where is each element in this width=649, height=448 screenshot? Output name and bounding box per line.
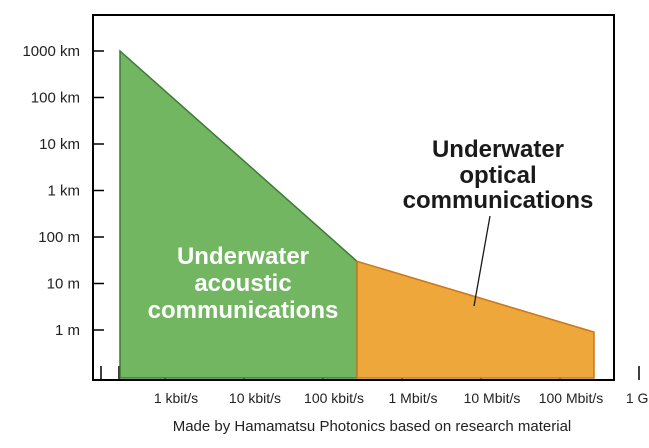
y-tick-label: 1 m [55,322,80,339]
x-tick-label: 1 Gbit/s [626,390,649,406]
optical-area [356,260,595,379]
acoustic-area [119,49,358,379]
area-series [119,49,595,379]
x-tick-label: 1 kbit/s [154,390,198,406]
optical-label-line-3: communications [403,187,594,214]
y-tick-label: 10 m [47,276,80,293]
y-tick-label: 100 km [31,90,80,107]
x-tick-label: 1 Mbit/s [388,390,437,406]
x-tick-label: 10 kbit/s [229,390,281,406]
optical-annotation: Underwater optical communications [403,136,594,307]
acoustic-annotation: Underwater acoustic communications [148,243,339,324]
credit-text: Made by Hamamatsu Photonics based on res… [173,418,572,435]
optical-label-line-2: optical [459,162,536,189]
acoustic-label-line-2: acoustic [194,270,291,297]
x-axis: 1 kbit/s 10 kbit/s 100 kbit/s 1 Mbit/s 10 Mb… [100,366,649,406]
y-tick-label: 10 km [39,136,80,153]
y-tick-label: 1 km [47,183,80,200]
x-tick-label: 10 Mbit/s [464,390,521,406]
y-tick-label: 1000 km [22,43,80,60]
y-axis: 1000 km 100 km 10 km 1 km 100 m 10 m 1 m [22,43,104,339]
plot-frame [92,14,615,381]
optical-pointer-line [473,215,491,307]
y-tick-label: 100 m [38,229,80,246]
acoustic-label-line-1: Underwater [177,243,309,270]
optical-label-line-1: Underwater [432,136,564,163]
x-tick-label: 100 kbit/s [304,390,364,406]
x-tick-label: 100 Mbit/s [539,390,604,406]
acoustic-label-line-3: communications [148,297,339,324]
